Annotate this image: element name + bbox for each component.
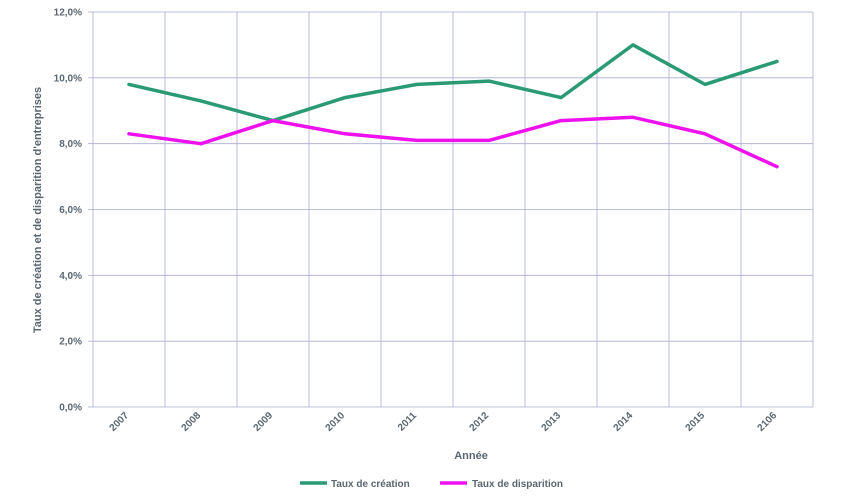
y-tick-label: 10,0% <box>54 73 82 84</box>
grid <box>88 11 814 408</box>
x-tick-label: 2009 <box>252 410 276 434</box>
series-line-disparition <box>127 115 779 169</box>
y-tick-label: 12,0% <box>54 8 82 19</box>
legend-label: Taux de création <box>331 479 410 490</box>
y-tick-label: 8,0% <box>59 139 82 150</box>
x-tick-label: 2013 <box>540 410 564 434</box>
x-tick-label: 2010 <box>324 410 348 434</box>
x-axis-ticks: 2007 2008 2009 2010 2011 2012 2013 2014 2015 2106 <box>108 410 780 434</box>
y-tick-label: 0,0% <box>59 403 82 414</box>
y-axis-ticks: 0,0% 2,0% 4,0% 6,0% 8,0% 10,0% 12,0% <box>54 8 82 414</box>
x-tick-label: 2015 <box>684 410 708 434</box>
series-line-creation <box>127 43 779 123</box>
y-tick-label: 2,0% <box>59 337 82 348</box>
x-tick-label: 2014 <box>612 410 636 434</box>
y-tick-label: 6,0% <box>59 205 82 216</box>
legend: Taux de création Taux de disparition <box>300 479 563 490</box>
x-axis-title: Année <box>454 450 488 462</box>
x-tick-label: 2008 <box>180 410 204 434</box>
series-lines <box>127 43 779 169</box>
y-tick-label: 4,0% <box>59 271 82 282</box>
x-tick-label: 2007 <box>108 410 132 434</box>
x-tick-label: 2106 <box>756 410 780 434</box>
legend-label: Taux de disparition <box>472 479 563 490</box>
x-tick-label: 2012 <box>468 410 492 434</box>
x-tick-label: 2011 <box>396 410 419 433</box>
y-axis-title: Taux de création et de disparition d'ent… <box>32 87 44 333</box>
